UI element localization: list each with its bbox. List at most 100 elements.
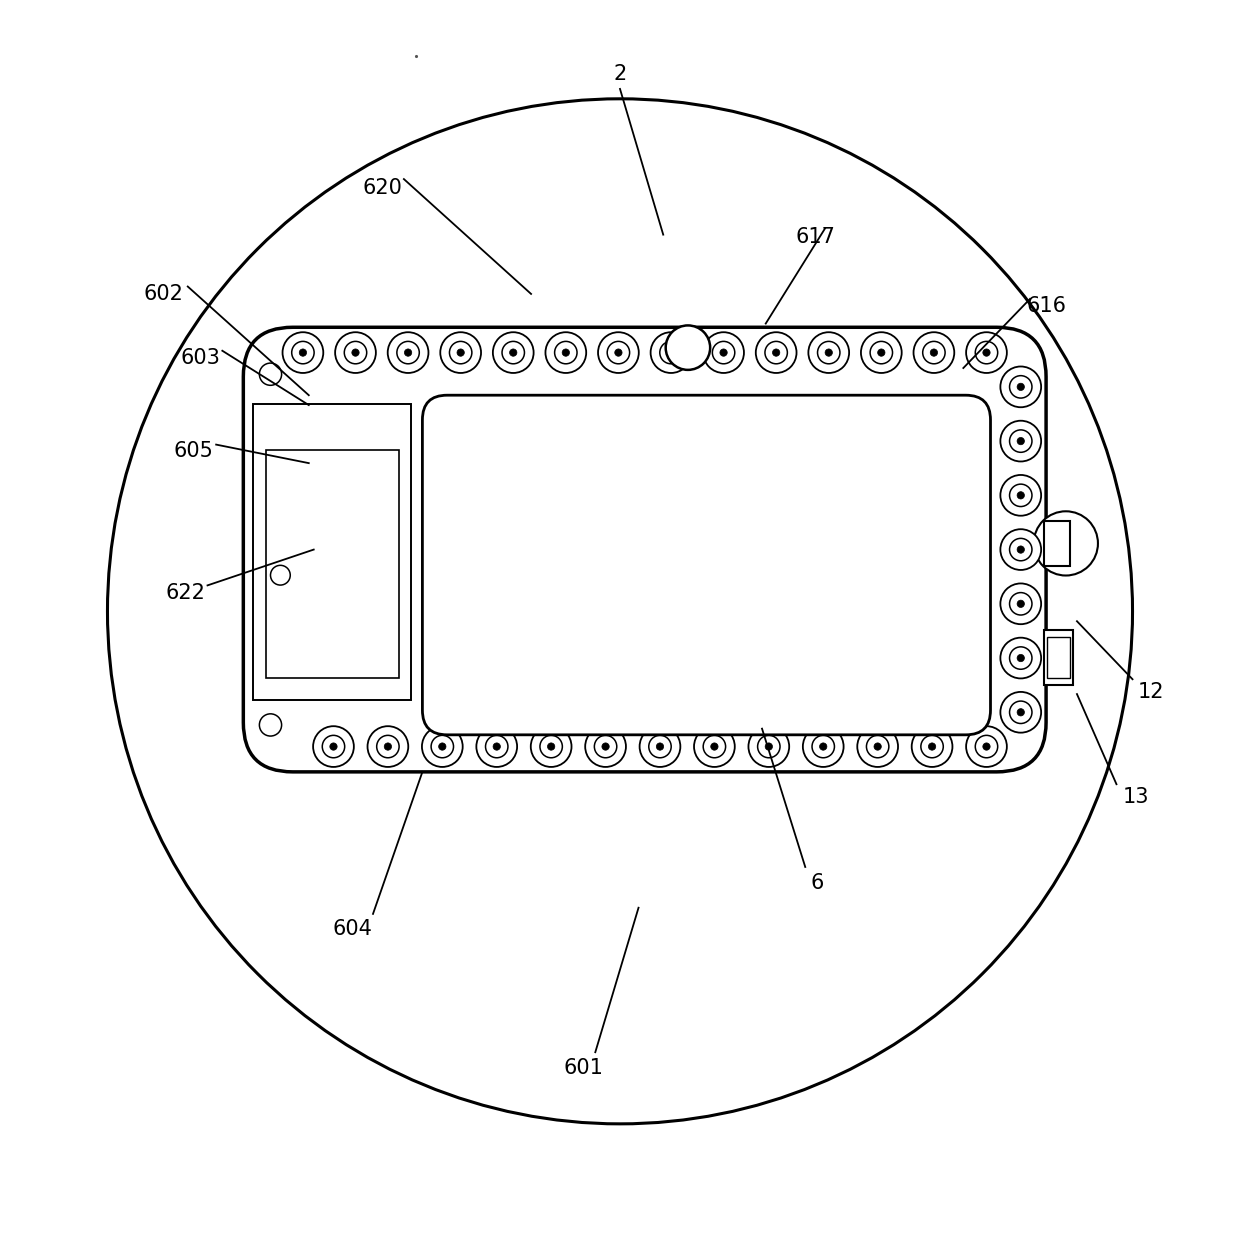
Circle shape: [422, 726, 463, 767]
Circle shape: [929, 743, 936, 750]
Circle shape: [367, 726, 408, 767]
Text: 620: 620: [363, 178, 403, 198]
Circle shape: [259, 363, 281, 385]
Circle shape: [531, 726, 572, 767]
Text: 2: 2: [614, 64, 626, 84]
Circle shape: [1009, 647, 1032, 669]
Circle shape: [562, 350, 569, 356]
Circle shape: [666, 325, 711, 370]
Circle shape: [921, 735, 944, 758]
FancyBboxPatch shape: [423, 395, 991, 735]
Circle shape: [703, 735, 725, 758]
Circle shape: [510, 350, 517, 356]
Circle shape: [711, 743, 718, 750]
Bar: [1048, 637, 1070, 678]
Circle shape: [1017, 383, 1024, 390]
Circle shape: [1017, 655, 1024, 662]
Text: 617: 617: [795, 227, 835, 247]
Circle shape: [1017, 709, 1024, 716]
Text: 603: 603: [180, 348, 219, 368]
Circle shape: [749, 726, 789, 767]
Circle shape: [1001, 529, 1042, 571]
Circle shape: [259, 714, 281, 736]
Circle shape: [458, 350, 464, 356]
Circle shape: [377, 735, 399, 758]
Circle shape: [861, 332, 901, 373]
Circle shape: [812, 735, 835, 758]
Circle shape: [649, 735, 671, 758]
Circle shape: [966, 726, 1007, 767]
Circle shape: [720, 350, 727, 356]
Circle shape: [1009, 430, 1032, 452]
Circle shape: [335, 332, 376, 373]
Circle shape: [1001, 475, 1042, 516]
Circle shape: [755, 332, 796, 373]
Circle shape: [976, 341, 998, 364]
Circle shape: [598, 332, 639, 373]
Circle shape: [976, 735, 998, 758]
Circle shape: [914, 332, 955, 373]
Circle shape: [1001, 421, 1042, 462]
Circle shape: [330, 743, 337, 750]
Circle shape: [1034, 511, 1097, 576]
Circle shape: [283, 332, 324, 373]
Circle shape: [773, 350, 780, 356]
Circle shape: [640, 726, 681, 767]
Circle shape: [345, 341, 367, 364]
Circle shape: [1009, 484, 1032, 506]
Circle shape: [870, 341, 893, 364]
Circle shape: [291, 341, 314, 364]
Circle shape: [1017, 600, 1024, 608]
Circle shape: [585, 726, 626, 767]
Circle shape: [874, 743, 882, 750]
Circle shape: [299, 350, 306, 356]
Bar: [1044, 630, 1074, 685]
Circle shape: [486, 735, 508, 758]
Circle shape: [546, 332, 587, 373]
Circle shape: [966, 332, 1007, 373]
Circle shape: [694, 726, 735, 767]
Circle shape: [404, 350, 412, 356]
Circle shape: [270, 566, 290, 585]
Circle shape: [1017, 437, 1024, 445]
Bar: [265, 450, 399, 678]
Circle shape: [449, 341, 472, 364]
Circle shape: [384, 743, 392, 750]
Circle shape: [608, 341, 630, 364]
Circle shape: [502, 341, 525, 364]
Circle shape: [808, 332, 849, 373]
Text: 602: 602: [143, 284, 184, 304]
Circle shape: [594, 735, 616, 758]
Circle shape: [539, 735, 563, 758]
Text: 616: 616: [1025, 296, 1066, 316]
Circle shape: [983, 743, 991, 750]
Circle shape: [432, 735, 454, 758]
Text: 13: 13: [1123, 787, 1149, 806]
Text: 6: 6: [811, 873, 825, 893]
Circle shape: [911, 726, 952, 767]
Circle shape: [492, 332, 533, 373]
Circle shape: [667, 350, 675, 356]
Circle shape: [1009, 538, 1032, 561]
Circle shape: [878, 350, 885, 356]
Circle shape: [712, 341, 735, 364]
Text: 605: 605: [174, 441, 213, 461]
Circle shape: [765, 743, 773, 750]
Text: 622: 622: [165, 583, 205, 603]
Circle shape: [802, 726, 843, 767]
Circle shape: [930, 350, 937, 356]
Circle shape: [867, 735, 889, 758]
Text: 604: 604: [332, 919, 372, 939]
Circle shape: [817, 341, 839, 364]
Bar: [253, 404, 412, 700]
Circle shape: [1001, 637, 1042, 678]
Circle shape: [758, 735, 780, 758]
Circle shape: [656, 743, 663, 750]
Text: 601: 601: [563, 1058, 603, 1078]
Circle shape: [615, 350, 622, 356]
Circle shape: [857, 726, 898, 767]
FancyBboxPatch shape: [243, 327, 1047, 772]
Circle shape: [983, 350, 991, 356]
Circle shape: [601, 743, 609, 750]
Circle shape: [439, 743, 446, 750]
